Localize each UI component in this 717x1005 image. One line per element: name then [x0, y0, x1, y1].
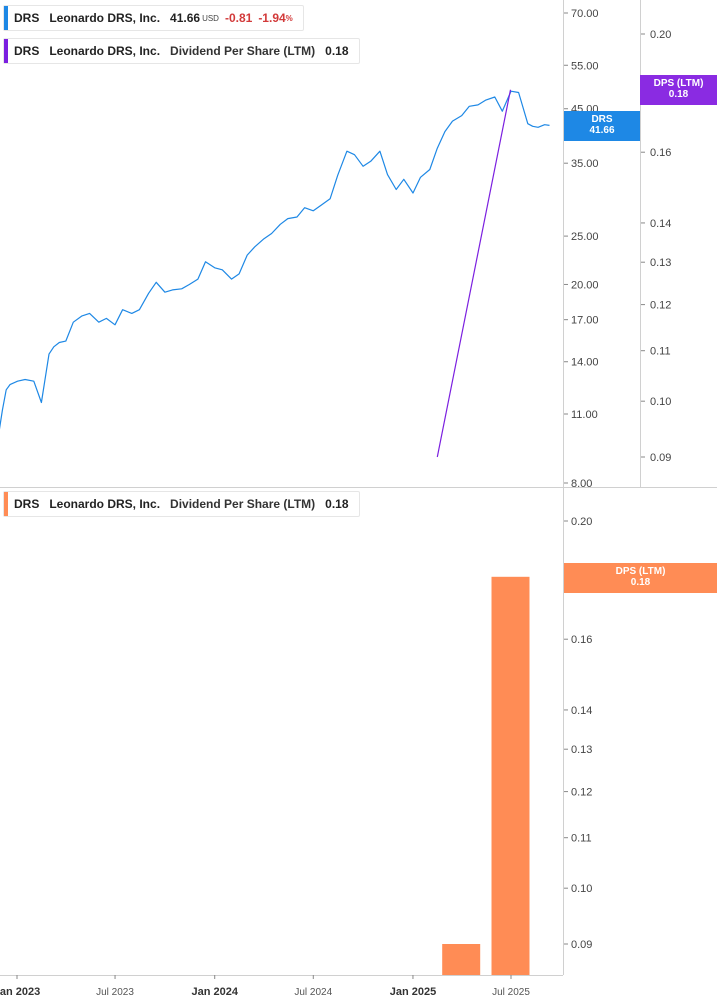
dps-bar[interactable]	[491, 576, 530, 975]
legend-dps-bottom[interactable]: DRS Leonardo DRS, Inc. Dividend Per Shar…	[3, 491, 360, 517]
legend-price-company: Leonardo DRS, Inc.	[49, 11, 161, 25]
dps-bottom-axis-label: 0.20	[571, 516, 592, 528]
price-axis-label: 70.00	[571, 8, 599, 20]
x-axis-label: Jul 2023	[96, 987, 134, 998]
dps-bar[interactable]	[442, 944, 481, 975]
legend-dps-top[interactable]: DRS Leonardo DRS, Inc. Dividend Per Shar…	[3, 38, 360, 64]
dps-axis-label: 0.12	[650, 300, 671, 312]
price-panel: 8.0011.0014.0017.0020.0025.0035.0045.005…	[0, 0, 717, 490]
legend-price-ticker: DRS	[14, 11, 40, 25]
dps-bottom-badge: DPS (LTM) 0.18	[564, 563, 717, 593]
dps-panel: 0.09 0.10 0.11 0.12 0.13 0.14 0.16 0.18 0.20	[0, 488, 592, 976]
dps-axis-label: 0.20	[650, 29, 671, 41]
price-axis-label: 20.00	[571, 279, 599, 291]
legend-dps-bottom-ticker: DRS	[14, 497, 40, 511]
legend-dps-top-company: Leonardo DRS, Inc.	[49, 44, 161, 58]
price-badge-value: 41.66	[589, 125, 615, 136]
x-axis-label: Jan 2025	[390, 986, 436, 998]
legend-price[interactable]: DRS Leonardo DRS, Inc. 41.66 USD -0.81 -…	[3, 5, 304, 31]
legend-dps-bottom-value: 0.18	[325, 497, 349, 511]
x-axis-label: Jan 2024	[191, 986, 238, 998]
dps-axis-label: 0.11	[650, 346, 671, 358]
price-axis-label: 8.00	[571, 478, 592, 490]
legend-price-pct-sign: %	[285, 13, 293, 23]
dps-bottom-axis-label: 0.16	[571, 634, 592, 646]
dps-line	[436, 89, 512, 458]
dps-bottom-badge-value: 0.18	[630, 577, 651, 588]
legend-price-currency: USD	[202, 13, 219, 23]
legend-dps-top-ticker: DRS	[14, 44, 40, 58]
legend-price-swatch	[4, 6, 8, 30]
price-axis-label: 25.00	[571, 231, 599, 243]
price-badge: DRS 41.66	[564, 111, 640, 141]
dps-bottom-axis-label: 0.14	[571, 705, 592, 717]
price-axis-label: 17.00	[571, 315, 599, 327]
legend-dps-top-swatch	[4, 39, 8, 63]
legend-dps-bottom-metric: Dividend Per Share (LTM)	[170, 497, 316, 511]
dps-axis-label: 0.13	[650, 257, 671, 269]
x-axis-label: Jul 2025	[492, 987, 530, 998]
price-axis-label: 11.00	[571, 409, 598, 421]
x-axis-label: Jul 2024	[294, 987, 332, 998]
price-axis-label: 35.00	[571, 158, 599, 170]
dps-axis-label: 0.14	[650, 218, 671, 230]
legend-dps-bottom-swatch	[4, 492, 8, 516]
dps-bottom-axis-label: 0.12	[571, 787, 592, 799]
price-line	[0, 90, 550, 430]
legend-dps-bottom-company: Leonardo DRS, Inc.	[49, 497, 161, 511]
price-badge-label: DRS	[591, 114, 613, 125]
dps-bottom-axis-label: 0.13	[571, 744, 592, 756]
legend-dps-top-value: 0.18	[325, 44, 349, 58]
dps-top-badge-label: DPS (LTM)	[653, 78, 704, 89]
dps-bottom-badge-label: DPS (LTM)	[615, 566, 666, 577]
legend-price-change-pct: -1.94	[258, 11, 286, 25]
x-axis: Jan 2023 Jul 2023 Jan 2024 Jul 2024 Jan 2025…	[0, 975, 530, 998]
dps-bottom-axis-label: 0.11	[571, 833, 592, 845]
dps-axis-label: 0.16	[650, 147, 671, 159]
dps-top-badge-value: 0.18	[668, 89, 689, 100]
x-axis-label: Jan 2023	[0, 986, 40, 998]
dps-top-badge: DPS (LTM) 0.18	[640, 75, 717, 105]
price-axis-label: 14.00	[571, 357, 599, 369]
dps-bottom-axis-label: 0.09	[571, 939, 592, 951]
legend-dps-top-metric: Dividend Per Share (LTM)	[170, 44, 316, 58]
dps-axis-label: 0.10	[650, 396, 671, 408]
dps-axis-label: 0.09	[650, 452, 671, 464]
dps-bottom-axis-label: 0.10	[571, 883, 592, 895]
legend-price-value: 41.66	[170, 11, 201, 25]
legend-price-change: -0.81	[224, 11, 253, 25]
price-axis-label: 55.00	[571, 60, 599, 72]
